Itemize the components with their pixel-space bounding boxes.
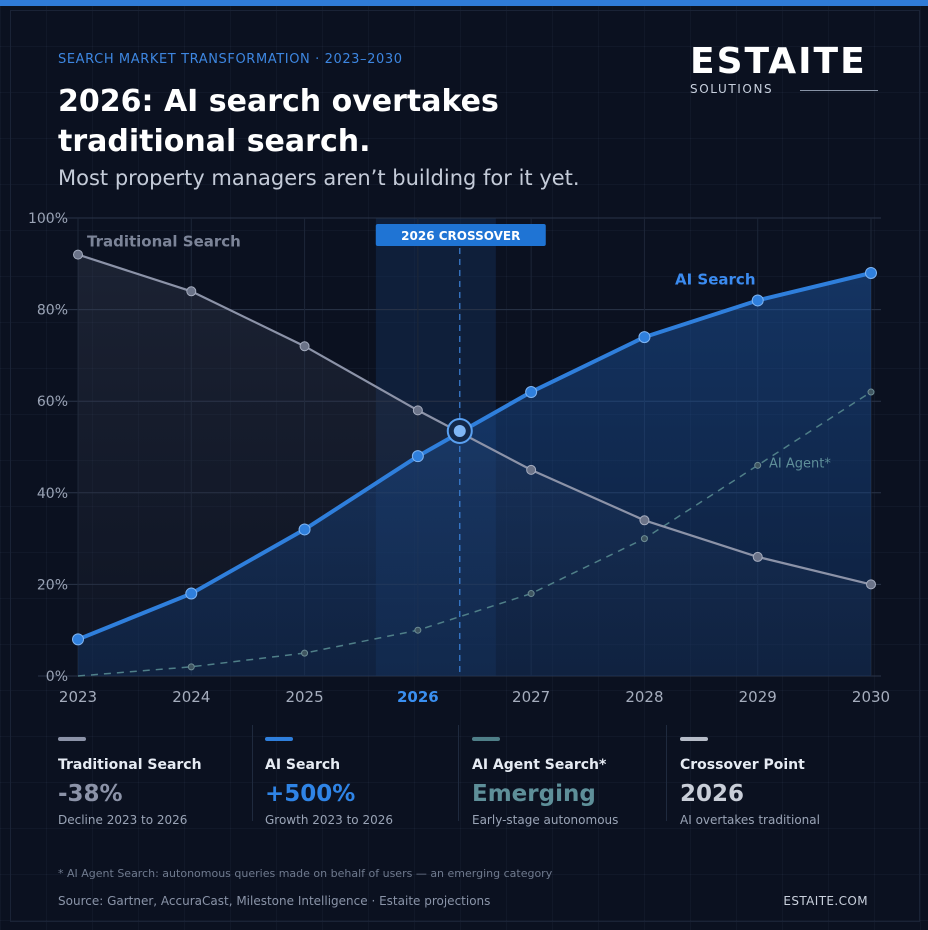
traditional-swatch bbox=[58, 737, 86, 741]
legend-ai-agent-desc: Early-stage autonomous bbox=[472, 813, 619, 827]
estaite-logo: ESTAITE SOLUTIONS bbox=[690, 44, 880, 100]
ai-search-swatch bbox=[265, 737, 293, 741]
x-tick-label: 2027 bbox=[512, 688, 550, 706]
legend-ai-agent-name: AI Agent Search* bbox=[472, 757, 607, 773]
card-frame bbox=[10, 10, 920, 922]
legend-divider bbox=[458, 725, 459, 821]
legend-traditional-desc: Decline 2023 to 2026 bbox=[58, 813, 188, 827]
x-tick-label: 2030 bbox=[852, 688, 890, 706]
ai-search-point bbox=[751, 294, 764, 307]
legend-ai-search-desc: Growth 2023 to 2026 bbox=[265, 813, 394, 827]
headline: 2026: AI search overtakes traditional se… bbox=[58, 84, 499, 159]
ai-agent-point bbox=[754, 461, 762, 469]
legend-crossover-value: 2026 bbox=[680, 781, 745, 807]
y-tick-label: 20% bbox=[37, 577, 68, 593]
x-tick-label: 2025 bbox=[285, 688, 323, 706]
ai-agent-point bbox=[187, 663, 195, 671]
logo-tagline: SOLUTIONS bbox=[690, 82, 774, 96]
search-share-chart: 0% 20% 40% 60% 80% 100% 2023 2024 2025 2026 2027 20… bbox=[28, 211, 890, 706]
ai-agent-line bbox=[77, 391, 872, 677]
eyebrow-label: SEARCH MARKET TRANSFORMATION · 2023–2030 bbox=[58, 52, 403, 67]
legend-ai-agent-value: Emerging bbox=[472, 781, 596, 807]
ai-search-area bbox=[78, 273, 871, 676]
legend-crossover-desc: AI overtakes traditional bbox=[680, 813, 820, 827]
ai-agent-swatch bbox=[472, 737, 500, 741]
legend-ai-agent: AI Agent Search* Emerging Early-stage au… bbox=[472, 725, 662, 827]
legend-ai-search-name: AI Search bbox=[265, 757, 341, 773]
ai-search-point bbox=[525, 386, 538, 399]
legend-ai-search: AI Search +500% Growth 2023 to 2026 bbox=[265, 725, 455, 827]
traditional-line bbox=[77, 253, 872, 586]
x-tick-label: 2026 bbox=[397, 688, 439, 706]
logo-wordmark: ESTAITE bbox=[690, 41, 867, 82]
ai-agent-point bbox=[527, 590, 535, 598]
traditional-point bbox=[73, 249, 83, 260]
crossover-badge bbox=[375, 224, 546, 246]
footnote: * AI Agent Search: autonomous queries ma… bbox=[58, 867, 553, 880]
legend-crossover: Crossover Point 2026 AI overtakes tradit… bbox=[680, 725, 880, 827]
ai-search-line bbox=[77, 271, 872, 642]
legend-traditional-value: -38% bbox=[58, 781, 123, 807]
y-tick-label: 40% bbox=[37, 486, 68, 502]
traditional-point bbox=[412, 405, 423, 416]
source-credit: Source: Gartner, AccuraCast, Milestone I… bbox=[58, 894, 491, 908]
ai-agent-point bbox=[867, 388, 875, 396]
site-link: ESTAITE.COM bbox=[783, 894, 868, 908]
ai-agent-point bbox=[414, 626, 422, 634]
x-tick-label: 2023 bbox=[59, 688, 97, 706]
traditional-point bbox=[866, 579, 876, 590]
traditional-point bbox=[752, 551, 763, 562]
ai-search-point bbox=[298, 523, 311, 536]
legend-divider bbox=[252, 725, 253, 821]
logo-rule bbox=[800, 90, 878, 91]
ai-search-point bbox=[411, 450, 424, 463]
summary-legend: Traditional Search -38% Decline 2023 to … bbox=[58, 725, 888, 827]
ai-search-point bbox=[638, 331, 651, 344]
accent-top-bar bbox=[0, 0, 928, 6]
crossover-badge-label: 2026 CROSSOVER bbox=[401, 229, 520, 243]
subheadline: Most property managers aren’t building f… bbox=[58, 166, 580, 190]
ai-agent-point bbox=[301, 649, 309, 657]
traditional-point bbox=[639, 515, 650, 526]
legend-ai-search-value: +500% bbox=[265, 781, 356, 807]
y-tick-label: 60% bbox=[37, 394, 68, 410]
traditional-point bbox=[299, 341, 310, 352]
crossover-swatch bbox=[680, 737, 708, 741]
x-tick-label: 2024 bbox=[172, 688, 210, 706]
crossover-dot bbox=[453, 424, 466, 437]
traditional-point bbox=[186, 286, 197, 297]
y-tick-label: 80% bbox=[37, 303, 68, 319]
ai-search-point bbox=[865, 266, 877, 279]
legend-divider bbox=[666, 725, 667, 821]
ai-agent-point bbox=[640, 535, 648, 543]
traditional-point bbox=[526, 464, 537, 475]
legend-traditional: Traditional Search -38% Decline 2023 to … bbox=[58, 725, 248, 827]
traditional-series-label: Traditional Search bbox=[87, 233, 241, 251]
y-tick-label: 100% bbox=[28, 211, 68, 227]
ai-search-point bbox=[185, 587, 198, 600]
ai-search-point bbox=[72, 633, 84, 646]
y-tick-label: 0% bbox=[46, 669, 68, 685]
legend-traditional-name: Traditional Search bbox=[58, 757, 202, 773]
x-tick-label: 2029 bbox=[739, 688, 777, 706]
legend-crossover-name: Crossover Point bbox=[680, 757, 805, 773]
ai-agent-series-label: AI Agent* bbox=[769, 457, 831, 472]
ai-search-series-label: AI Search bbox=[675, 270, 755, 288]
x-tick-label: 2028 bbox=[625, 688, 663, 706]
